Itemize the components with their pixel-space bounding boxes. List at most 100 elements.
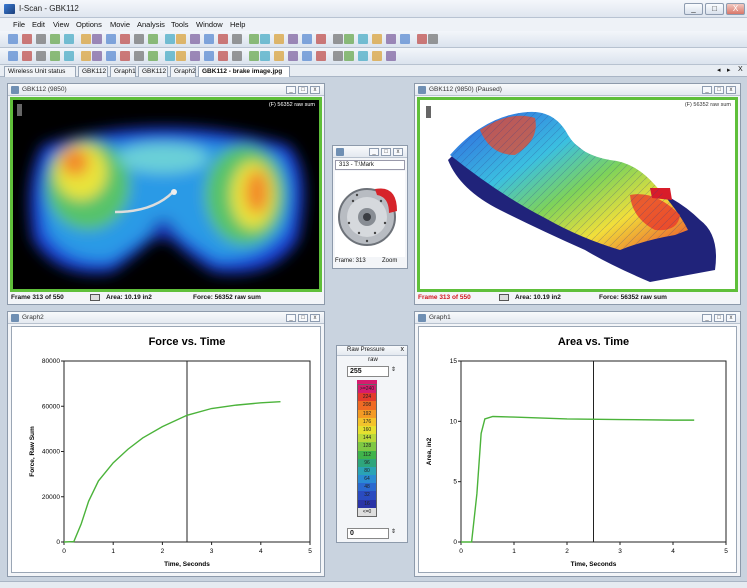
pressure-2d-view[interactable]: (F) 56352 raw sum [10,97,322,292]
menu-help[interactable]: Help [230,20,246,29]
menu-window[interactable]: Window [196,20,223,29]
graph1-plot-area[interactable]: Area vs. Time 0 1 2 3 4 5 0 5 10 15 Time, Seconds Ar… [418,326,737,573]
toolbar-icon[interactable] [120,34,130,44]
toolbar-icon[interactable] [288,34,298,44]
toolbar-icon[interactable] [8,51,18,61]
toolbar-icon[interactable] [106,51,116,61]
toolbar-icon[interactable] [372,34,382,44]
toolbar-icon[interactable] [81,34,91,44]
toolbar-icon[interactable] [372,51,382,61]
toolbar-icon[interactable] [232,51,242,61]
menu-view[interactable]: View [53,20,70,29]
toolbar-icon[interactable] [36,34,46,44]
toolbar-icon[interactable] [344,51,354,61]
toolbar-icon[interactable] [120,51,130,61]
toolbar-icon[interactable] [386,34,396,44]
toolbar-icon[interactable] [204,34,214,44]
toolbar-icon[interactable] [358,34,368,44]
toolbar-icon[interactable] [333,34,343,44]
toolbar-icon[interactable] [316,34,326,44]
restore-icon[interactable]: □ [298,314,308,322]
toolbar-icon[interactable] [190,34,200,44]
menu-options[interactable]: Options [76,20,102,29]
legend-max-spinner-icon[interactable]: ⇕ [391,367,397,373]
legend-min-input[interactable]: 0 [347,528,389,539]
toolbar-icon[interactable] [333,51,343,61]
toolbar-icon[interactable] [218,51,228,61]
zoom-label[interactable]: Zoom [382,258,398,264]
toolbar-icon[interactable] [232,34,242,44]
toolbar-icon[interactable] [148,51,158,61]
restore-icon[interactable]: □ [298,86,308,94]
legend-min-spinner-icon[interactable]: ⇕ [391,529,397,535]
toolbar-icon[interactable] [8,34,18,44]
toolbar-icon[interactable] [218,34,228,44]
toolbar-icon[interactable] [386,51,396,61]
movie-icon[interactable] [90,294,100,301]
toolbar-icon[interactable] [165,34,175,44]
toolbar-icon[interactable] [22,51,32,61]
pressure-3d-view[interactable]: (F) 56352 raw sum [417,97,738,292]
toolbar-icon[interactable] [417,34,427,44]
minimize-icon[interactable]: _ [369,148,379,156]
graph2-plot-area[interactable]: Force vs. Time 0 1 2 3 4 5 0 20000 40000 60000 8000… [11,326,321,573]
toolbar-icon[interactable] [134,51,144,61]
menu-tools[interactable]: Tools [171,20,189,29]
tab-close-button[interactable]: X [738,66,743,73]
minimize-icon[interactable]: _ [286,314,296,322]
toolbar-icon[interactable] [358,51,368,61]
toolbar-icon[interactable] [92,51,102,61]
toolbar-icon[interactable] [260,34,270,44]
legend-max-input[interactable]: 255 [347,366,389,377]
restore-icon[interactable]: □ [714,86,724,94]
toolbar-icon[interactable] [302,51,312,61]
menu-edit[interactable]: Edit [32,20,45,29]
close-icon[interactable]: x [310,86,320,94]
toolbar-icon[interactable] [148,34,158,44]
toolbar-icon[interactable] [274,51,284,61]
toolbar-icon[interactable] [81,51,91,61]
legend-close-icon[interactable]: x [400,346,405,353]
toolbar-icon[interactable] [274,34,284,44]
close-button[interactable]: X [726,3,745,15]
menu-movie[interactable]: Movie [110,20,131,29]
toolbar-icon[interactable] [64,51,74,61]
tab-wireless-status[interactable]: Wireless Unit status [4,66,76,77]
toolbar-icon[interactable] [288,51,298,61]
toolbar-icon[interactable] [204,51,214,61]
tab-gbk112-b[interactable]: GBK112 [138,66,168,77]
close-icon[interactable]: x [726,314,736,322]
toolbar-icon[interactable] [302,34,312,44]
maximize-button[interactable]: □ [705,3,724,15]
toolbar-icon[interactable] [22,34,32,44]
minimize-icon[interactable]: _ [702,314,712,322]
minimize-icon[interactable]: _ [286,86,296,94]
toolbar-icon[interactable] [249,34,259,44]
movie-icon[interactable] [499,294,509,301]
toolbar-icon[interactable] [50,51,60,61]
tab-brake-image[interactable]: GBK112 - brake image.jpg [198,66,290,77]
tab-gbk112-a[interactable]: GBK112 [78,66,108,77]
toolbar-icon[interactable] [400,34,410,44]
toolbar-icon[interactable] [134,34,144,44]
toolbar-icon[interactable] [64,34,74,44]
close-icon[interactable]: x [310,314,320,322]
tab-next-button[interactable]: ▸ [727,67,731,74]
toolbar-icon[interactable] [50,34,60,44]
toolbar-icon[interactable] [106,34,116,44]
minimize-button[interactable]: _ [684,3,703,15]
tab-prev-button[interactable]: ◂ [717,67,721,74]
menu-file[interactable]: File [13,20,26,29]
toolbar-icon[interactable] [190,51,200,61]
toolbar-icon[interactable] [176,34,186,44]
toolbar-icon[interactable] [249,51,259,61]
tab-graph1[interactable]: Graph1 [110,66,136,77]
close-icon[interactable]: x [726,86,736,94]
toolbar-icon[interactable] [36,51,46,61]
minimize-icon[interactable]: _ [702,86,712,94]
toolbar-icon[interactable] [92,34,102,44]
menu-analysis[interactable]: Analysis [137,20,165,29]
toolbar-icon[interactable] [428,34,438,44]
toolbar-icon[interactable] [316,51,326,61]
toolbar-icon[interactable] [176,51,186,61]
